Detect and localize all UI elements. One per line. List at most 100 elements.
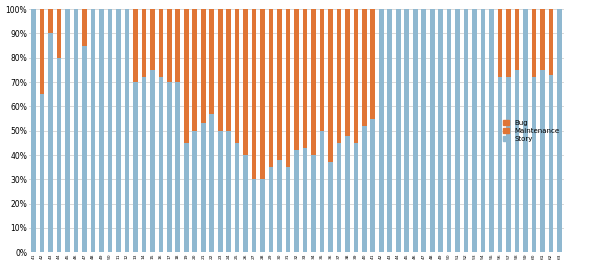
Bar	[184, 143, 188, 252]
Bar	[269, 9, 274, 143]
Bar	[548, 75, 553, 252]
Bar	[252, 179, 256, 252]
Bar	[523, 9, 528, 252]
Bar	[337, 9, 341, 82]
Bar	[142, 9, 146, 77]
Bar	[302, 9, 307, 46]
Bar	[362, 9, 367, 126]
Bar	[125, 9, 129, 252]
Bar	[439, 9, 443, 252]
Bar	[158, 9, 163, 77]
Bar	[65, 9, 70, 252]
Bar	[142, 77, 146, 252]
Bar	[277, 160, 282, 252]
Bar	[404, 9, 409, 252]
Bar	[107, 9, 112, 252]
Bar	[370, 9, 375, 118]
Bar	[481, 9, 485, 252]
Bar	[269, 143, 274, 167]
Bar	[82, 46, 87, 252]
Bar	[260, 155, 265, 179]
Bar	[455, 9, 460, 252]
Bar	[175, 9, 180, 82]
Bar	[244, 9, 248, 94]
Bar	[515, 9, 519, 70]
Bar	[57, 9, 61, 58]
Bar	[252, 9, 256, 143]
Bar	[294, 150, 299, 252]
Bar	[532, 9, 536, 77]
Bar	[379, 9, 383, 252]
Bar	[269, 167, 274, 252]
Bar	[193, 9, 197, 131]
Bar	[226, 131, 231, 252]
Bar	[464, 9, 469, 252]
Bar	[388, 9, 392, 252]
Bar	[167, 21, 172, 82]
Bar	[74, 9, 79, 252]
Bar	[328, 9, 333, 94]
Bar	[557, 9, 562, 252]
Bar	[320, 21, 324, 131]
Bar	[515, 70, 519, 252]
Legend: Bug, Maintenance, Story: Bug, Maintenance, Story	[502, 118, 561, 143]
Bar	[235, 9, 239, 82]
Bar	[244, 155, 248, 252]
Bar	[302, 148, 307, 252]
Bar	[286, 9, 290, 82]
Bar	[175, 82, 180, 252]
Bar	[421, 9, 426, 252]
Bar	[294, 58, 299, 150]
Bar	[31, 9, 36, 252]
Bar	[209, 114, 214, 252]
Bar	[226, 46, 231, 131]
Bar	[167, 82, 172, 252]
Bar	[286, 82, 290, 167]
Bar	[286, 167, 290, 252]
Bar	[82, 9, 87, 21]
Bar	[506, 77, 511, 252]
Bar	[362, 126, 367, 252]
Bar	[540, 9, 545, 70]
Bar	[226, 9, 231, 46]
Bar	[235, 143, 239, 252]
Bar	[472, 9, 477, 252]
Bar	[532, 77, 536, 252]
Bar	[548, 9, 553, 75]
Bar	[218, 9, 223, 33]
Bar	[40, 94, 44, 252]
Bar	[133, 82, 138, 252]
Bar	[40, 9, 44, 94]
Bar	[353, 9, 358, 143]
Bar	[294, 9, 299, 58]
Bar	[201, 9, 206, 123]
Bar	[48, 9, 53, 33]
Bar	[311, 9, 316, 33]
Bar	[133, 9, 138, 82]
Bar	[218, 33, 223, 131]
Bar	[218, 131, 223, 252]
Bar	[209, 9, 214, 114]
Bar	[311, 33, 316, 155]
Bar	[506, 9, 511, 77]
Bar	[235, 82, 239, 143]
Bar	[158, 77, 163, 252]
Bar	[447, 9, 451, 252]
Bar	[277, 9, 282, 106]
Bar	[328, 162, 333, 252]
Bar	[116, 9, 121, 252]
Bar	[150, 9, 155, 70]
Bar	[396, 9, 401, 252]
Bar	[302, 46, 307, 148]
Bar	[497, 9, 502, 77]
Bar	[99, 9, 104, 252]
Bar	[345, 9, 350, 135]
Bar	[497, 77, 502, 252]
Bar	[201, 123, 206, 252]
Bar	[337, 82, 341, 143]
Bar	[489, 9, 494, 252]
Bar	[337, 143, 341, 252]
Bar	[370, 118, 375, 252]
Bar	[260, 179, 265, 252]
Bar	[311, 155, 316, 252]
